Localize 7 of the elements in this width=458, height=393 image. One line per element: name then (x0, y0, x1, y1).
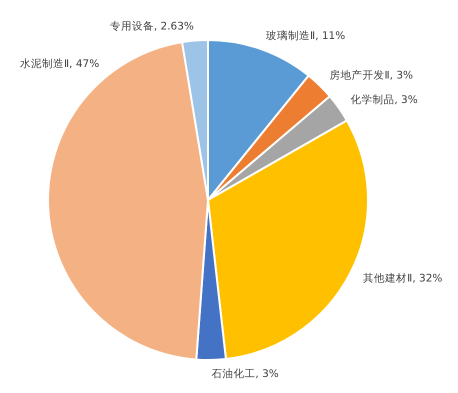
slice-label: 水泥制造Ⅱ, 47% (20, 57, 100, 70)
slice-label: 化学制品, 3% (350, 92, 418, 106)
slice-label: 房地产开发Ⅱ, 3% (329, 68, 413, 82)
slice-label: 玻璃制造Ⅱ, 11% (266, 28, 346, 42)
slice-label: 石油化工, 3% (211, 366, 279, 380)
slice-label: 其他建材Ⅱ, 32% (363, 272, 442, 285)
slice-label: 专用设备, 2.63% (110, 20, 194, 33)
